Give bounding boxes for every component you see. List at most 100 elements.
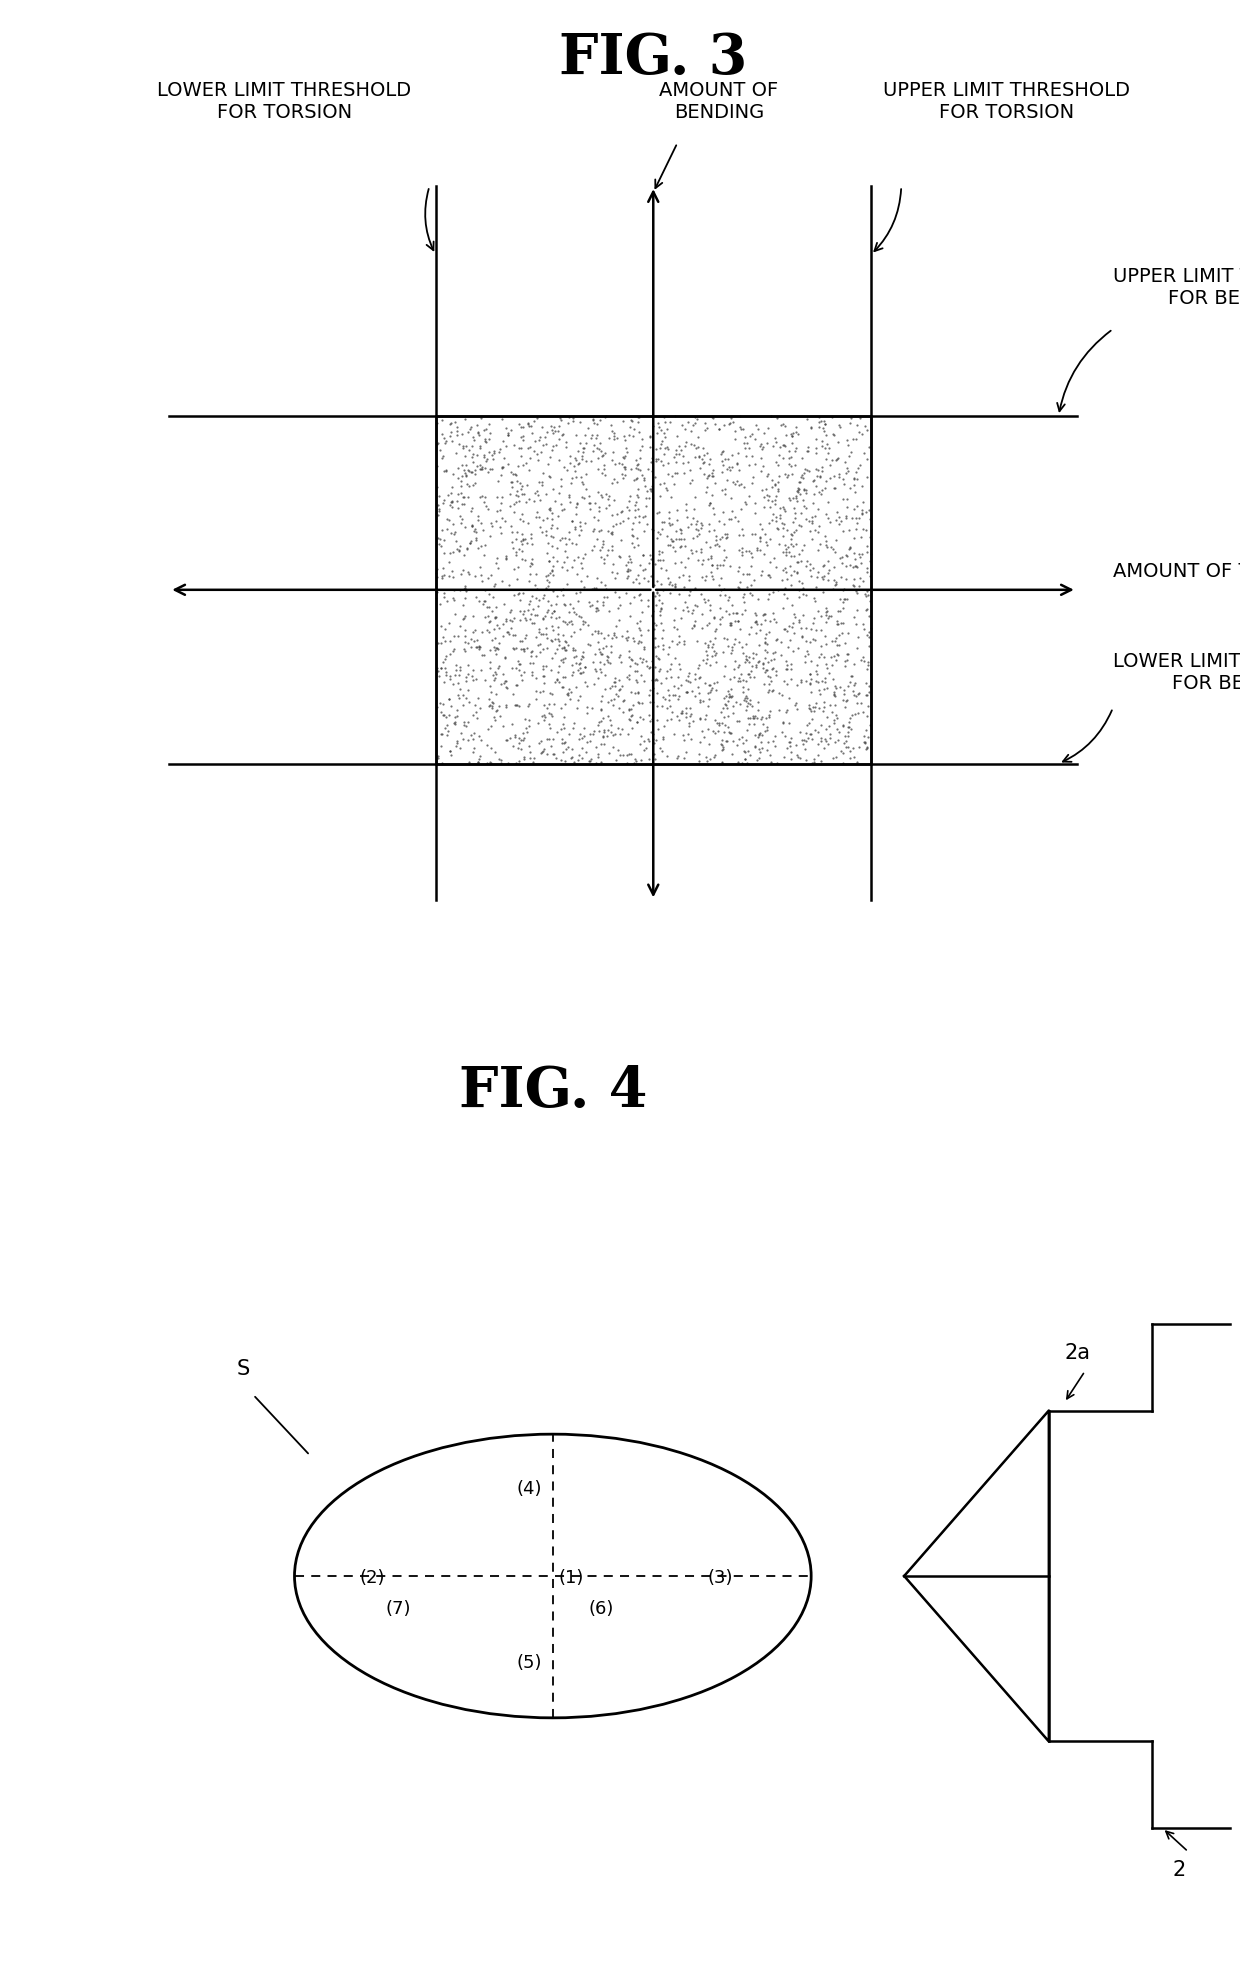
Point — [662, 508, 682, 540]
Point — [852, 494, 872, 526]
Point — [750, 520, 770, 552]
Point — [434, 581, 454, 613]
Point — [723, 690, 743, 721]
Point — [777, 733, 797, 764]
Point — [598, 644, 618, 676]
Point — [740, 577, 760, 609]
Point — [802, 508, 822, 540]
Point — [647, 565, 667, 597]
Point — [533, 429, 553, 461]
Point — [709, 530, 729, 561]
Point — [812, 429, 832, 461]
Point — [494, 451, 513, 483]
Point — [537, 723, 557, 755]
Point — [606, 508, 626, 540]
Point — [492, 709, 512, 741]
Point — [629, 624, 649, 656]
Point — [560, 589, 580, 621]
Point — [827, 609, 847, 640]
Point — [719, 682, 739, 713]
Point — [810, 412, 830, 443]
Point — [601, 518, 621, 550]
Point — [703, 715, 723, 747]
Point — [625, 747, 645, 778]
Point — [559, 674, 579, 705]
Point — [709, 569, 729, 601]
Point — [842, 502, 862, 534]
Point — [533, 733, 553, 764]
Point — [589, 433, 609, 465]
Point — [573, 542, 593, 573]
Point — [588, 477, 608, 508]
Point — [686, 512, 706, 544]
Point — [856, 733, 875, 764]
Point — [759, 701, 779, 733]
Point — [583, 404, 603, 435]
Point — [753, 707, 773, 739]
Point — [443, 487, 463, 518]
Point — [448, 412, 467, 443]
Point — [800, 719, 820, 751]
Point — [513, 506, 533, 538]
Point — [711, 697, 730, 729]
Point — [650, 481, 670, 512]
Point — [549, 477, 569, 508]
Point — [435, 642, 455, 674]
Point — [841, 435, 861, 467]
Point — [521, 552, 541, 583]
Point — [548, 624, 568, 656]
Point — [750, 615, 770, 646]
Point — [443, 668, 463, 699]
Point — [807, 729, 827, 760]
Point — [706, 623, 725, 654]
Point — [796, 624, 816, 656]
Point — [699, 489, 719, 520]
Point — [670, 621, 689, 652]
Point — [486, 601, 506, 632]
Point — [828, 725, 848, 756]
Point — [455, 601, 475, 632]
Point — [847, 491, 867, 522]
Point — [830, 595, 849, 626]
Point — [480, 690, 500, 721]
Point — [456, 662, 476, 693]
Point — [780, 485, 800, 516]
Point — [755, 599, 775, 630]
Point — [516, 605, 536, 636]
Point — [750, 429, 770, 461]
Point — [817, 595, 837, 626]
Point — [449, 536, 469, 567]
Point — [465, 459, 485, 491]
Point — [621, 676, 641, 707]
Point — [714, 410, 734, 441]
Point — [574, 721, 594, 753]
Point — [696, 668, 715, 699]
Point — [680, 467, 699, 498]
Point — [436, 455, 456, 487]
Point — [672, 410, 692, 441]
Point — [434, 422, 454, 453]
Point — [774, 664, 794, 695]
Point — [481, 733, 501, 764]
Point — [500, 605, 520, 636]
Point — [502, 467, 522, 498]
Point — [737, 693, 756, 725]
Point — [851, 644, 870, 676]
Point — [622, 506, 642, 538]
Point — [455, 404, 475, 435]
Point — [630, 416, 650, 447]
Point — [549, 424, 569, 455]
Point — [472, 481, 492, 512]
Point — [781, 420, 801, 451]
Point — [527, 496, 547, 528]
Point — [546, 603, 565, 634]
Point — [833, 573, 853, 605]
Point — [472, 453, 492, 485]
Point — [673, 522, 693, 554]
Point — [455, 573, 475, 605]
Point — [512, 518, 532, 550]
Point — [467, 632, 487, 664]
Point — [660, 684, 680, 715]
Point — [456, 575, 476, 607]
Point — [681, 429, 701, 461]
